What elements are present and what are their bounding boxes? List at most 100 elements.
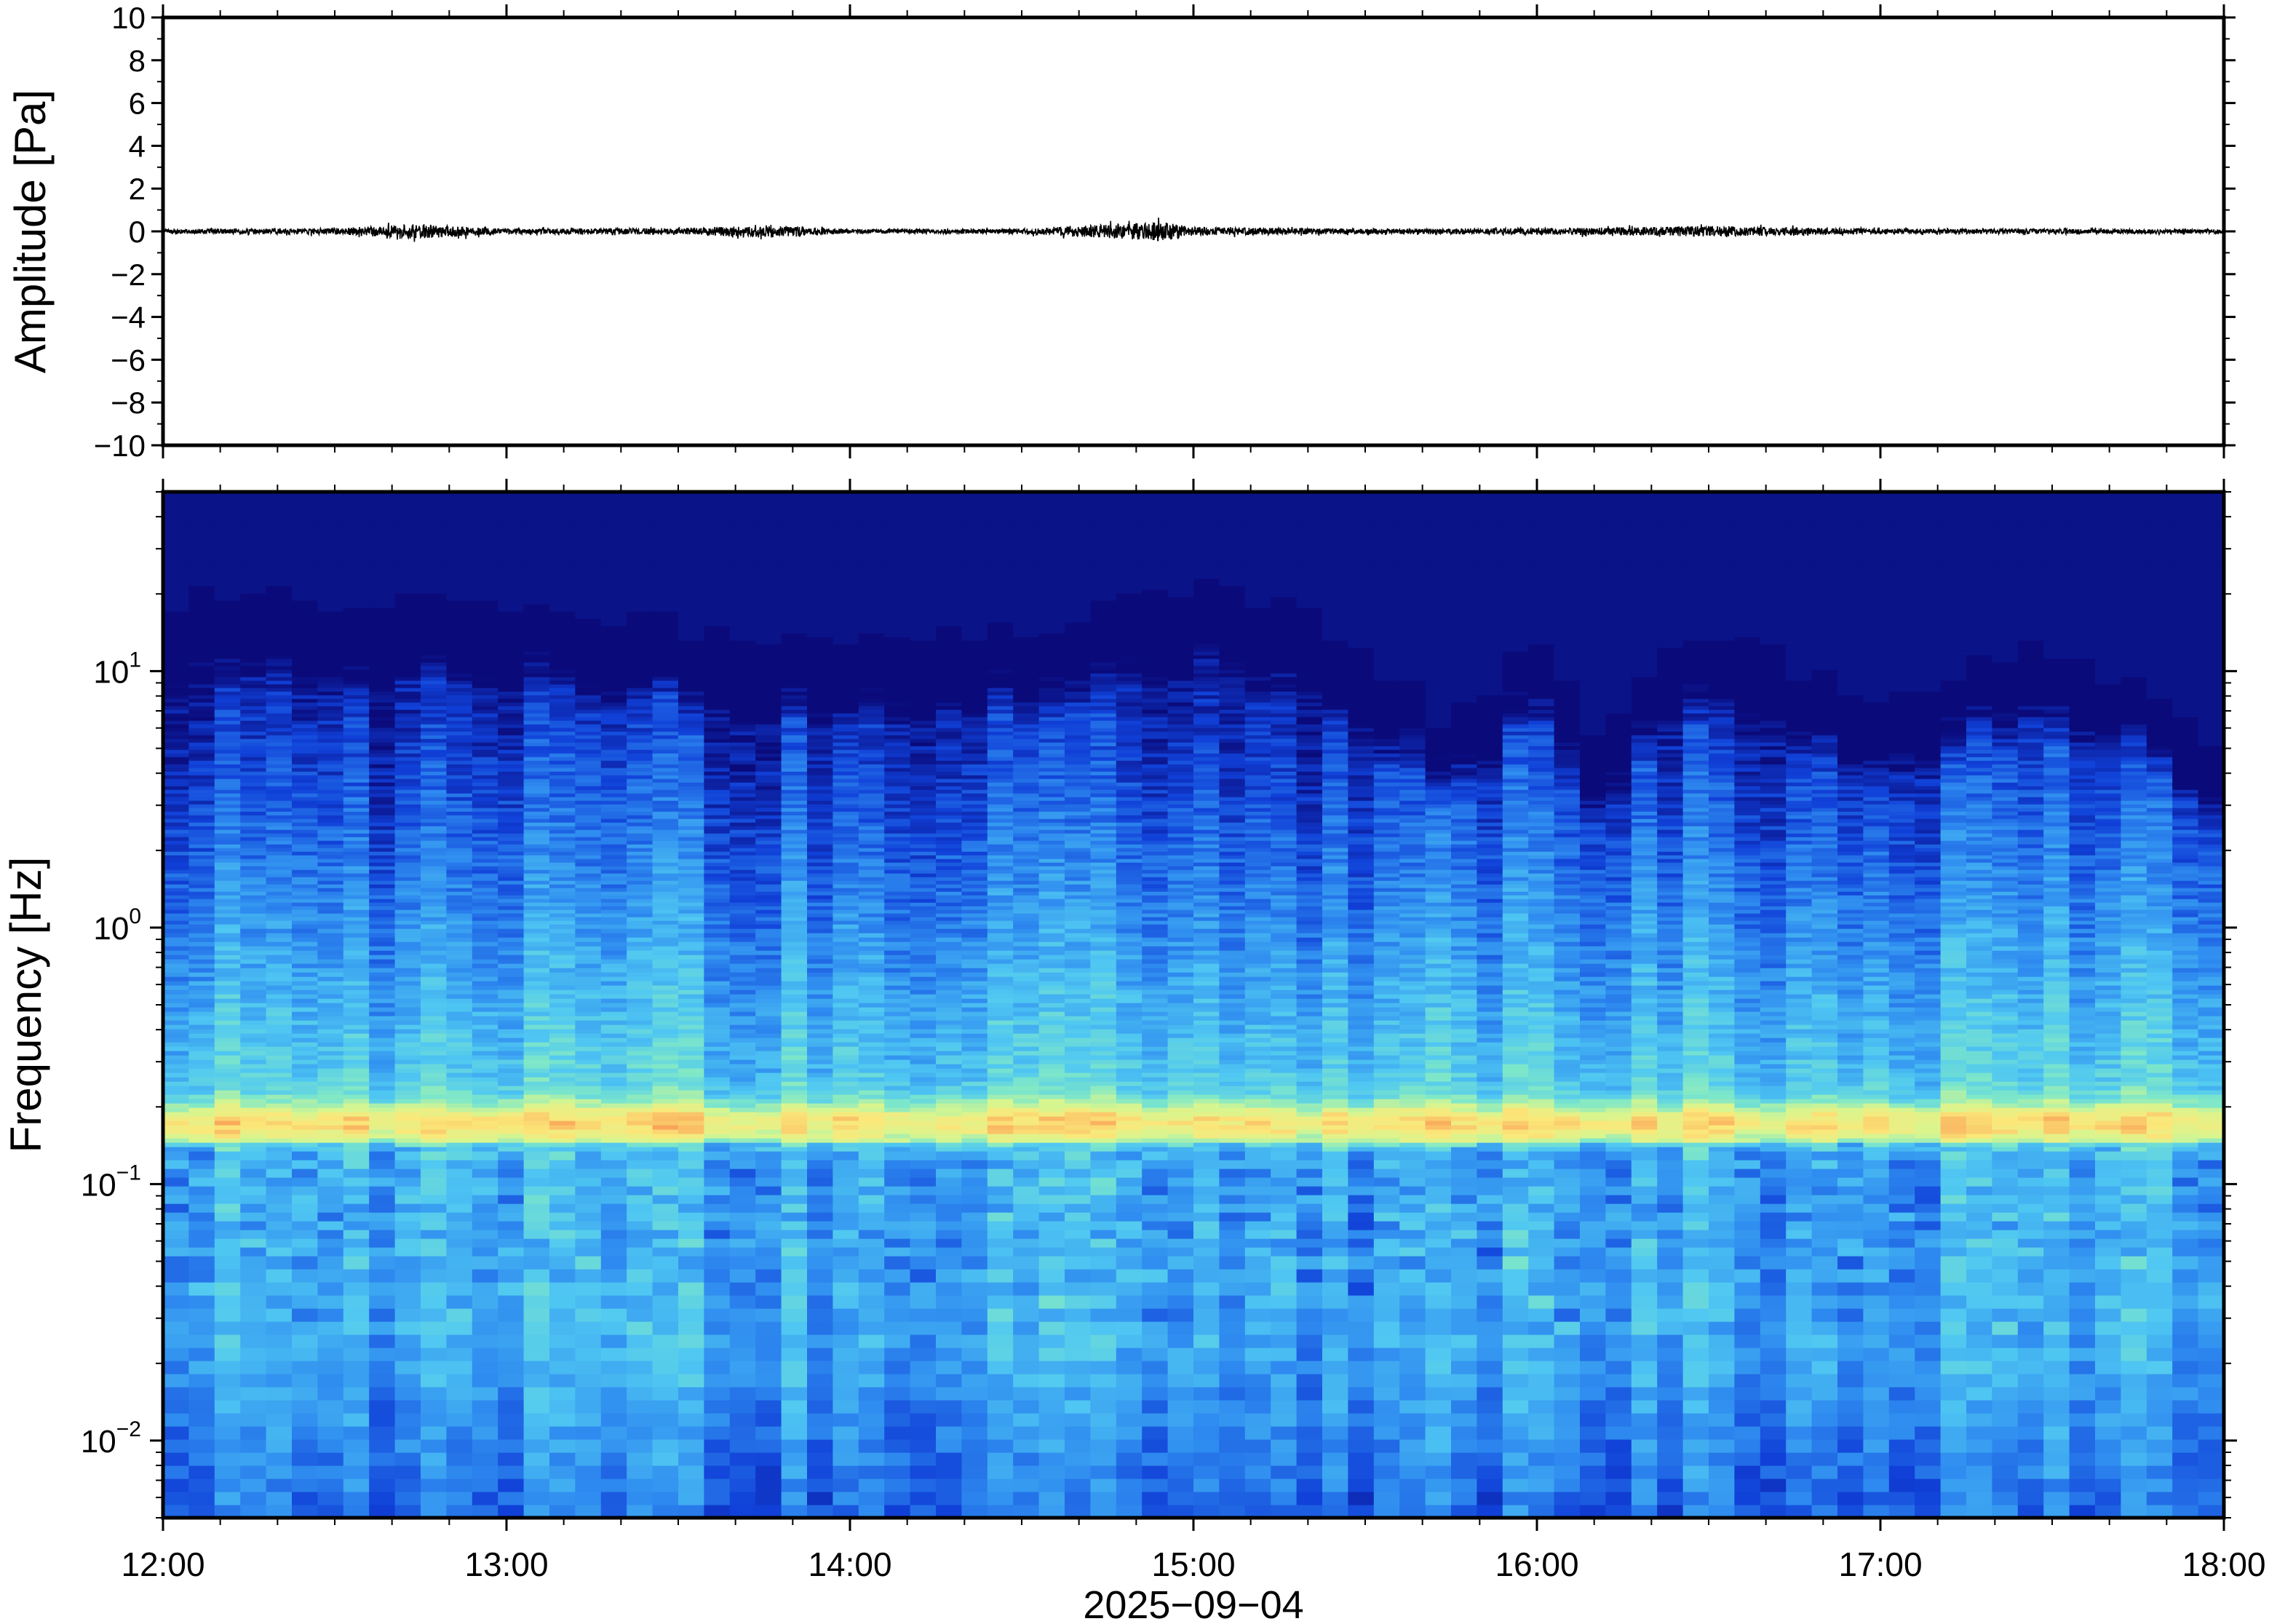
spectrogram-cell — [678, 509, 704, 514]
spectrogram-cell — [755, 808, 782, 812]
spectrogram-cell — [627, 994, 653, 999]
spectrogram-cell — [652, 575, 679, 579]
spectrogram-cell — [343, 1465, 370, 1479]
spectrogram-cell — [755, 913, 782, 918]
spectrogram-cell — [240, 1090, 267, 1095]
spectrogram-cell — [292, 1160, 318, 1169]
spectrogram-cell — [704, 1103, 731, 1108]
spectrogram-cell — [575, 808, 602, 812]
spectrogram-cell — [163, 1099, 189, 1104]
spectrogram-cell — [317, 946, 344, 951]
spectrogram-cell — [266, 994, 293, 999]
spectrogram-cell — [163, 677, 189, 681]
spectrogram-cell — [523, 917, 550, 921]
spectrogram-cell — [240, 800, 267, 805]
spectrogram-cell — [188, 724, 215, 728]
spectrogram-cell — [446, 560, 473, 565]
spectrogram-cell — [188, 837, 215, 841]
spectrogram-cell — [214, 517, 241, 521]
spectrogram-cell — [266, 724, 293, 728]
spectrogram-cell — [549, 728, 576, 732]
spectrogram-cell — [498, 528, 525, 532]
spectrogram-cell — [549, 698, 576, 703]
spectrogram-cell — [523, 891, 550, 896]
spectrogram-cell — [729, 793, 756, 797]
spectrogram-cell — [214, 1125, 241, 1130]
spectrogram-cell — [446, 1077, 473, 1082]
spectrogram-cell — [498, 811, 525, 816]
spectrogram-cell — [678, 677, 704, 681]
spectrogram-cell — [472, 1081, 498, 1086]
spectrogram-cell — [317, 535, 344, 539]
spectrogram-cell — [523, 1169, 550, 1178]
spectrogram-cell — [600, 593, 627, 597]
spectrogram-cell — [729, 1452, 756, 1466]
spectrogram-cell — [240, 976, 267, 982]
spectrogram-cell — [240, 629, 267, 634]
spectrogram-cell — [188, 538, 215, 543]
spectrogram-cell — [421, 884, 447, 888]
spectrogram-cell — [729, 622, 756, 626]
spectrogram-cell — [188, 1116, 215, 1121]
spectrogram-cell — [549, 1042, 576, 1047]
spectrogram-cell — [394, 680, 421, 685]
spectrogram-cell — [729, 804, 756, 808]
spectrogram-cell — [369, 771, 396, 776]
spectrogram-cell — [652, 985, 679, 990]
spectrogram-cell — [652, 909, 679, 914]
spectrogram-cell — [292, 724, 318, 728]
spectrogram-cell — [266, 524, 293, 528]
spectrogram-cell — [575, 826, 602, 830]
spectrogram-cell — [600, 626, 627, 630]
spectrogram-cell — [369, 1033, 396, 1038]
spectrogram-cell — [652, 1413, 679, 1427]
spectrogram-cell — [575, 746, 602, 750]
spectrogram-cell — [163, 1003, 189, 1008]
spectrogram-cell — [163, 611, 189, 616]
spectrogram-cell — [704, 1024, 731, 1030]
spectrogram-cell — [652, 928, 679, 934]
spectrogram-cell — [163, 837, 189, 841]
spectrogram-cell — [266, 786, 293, 790]
spectrogram-cell — [704, 786, 731, 790]
spectrogram-cell — [627, 1055, 653, 1060]
spectrogram-cell — [266, 972, 293, 977]
spectrogram-cell — [317, 1007, 344, 1012]
spectrogram-cell — [627, 564, 653, 568]
spectrogram-cell — [188, 691, 215, 696]
spectrogram-cell — [240, 859, 267, 863]
spectrogram-cell — [421, 917, 447, 921]
spectrogram-cell — [652, 728, 679, 732]
spectrogram-cell — [188, 618, 215, 623]
spectrogram-heatmap — [163, 492, 2224, 1518]
spectrogram-cell — [343, 502, 370, 506]
spectrogram-cell — [240, 819, 267, 823]
spectrogram-cell — [652, 520, 679, 525]
spectrogram-cell — [163, 985, 189, 990]
spectrogram-cell — [678, 985, 704, 990]
spectrogram-cell — [446, 771, 473, 776]
spectrogram-cell — [369, 739, 396, 743]
spectrogram-cell — [446, 1212, 473, 1222]
spectrogram-cell — [292, 990, 318, 995]
spectrogram-cell — [678, 604, 704, 608]
spectrogram-cell — [729, 688, 756, 692]
spectrogram-cell — [729, 604, 756, 608]
spectrogram-cell — [446, 702, 473, 706]
spectrogram-cell — [729, 848, 756, 852]
spectrogram-cell — [652, 702, 679, 706]
spectrogram-cell — [472, 1160, 498, 1169]
spectrogram-cell — [369, 1094, 396, 1099]
spectrogram-cell — [292, 611, 318, 616]
spectrogram-cell — [755, 662, 782, 666]
spectrogram-cell — [575, 985, 602, 990]
spectrogram-cell — [317, 1212, 344, 1222]
spectrogram-cell — [343, 1138, 370, 1143]
spectrogram-cell — [240, 658, 267, 663]
spectrogram-cell — [729, 615, 756, 619]
spectrogram-cell — [523, 811, 550, 816]
spectrogram-cell — [600, 1212, 627, 1222]
spectrogram-cell — [472, 615, 498, 619]
spectrogram-cell — [421, 648, 447, 652]
spectrogram-cell — [627, 498, 653, 503]
